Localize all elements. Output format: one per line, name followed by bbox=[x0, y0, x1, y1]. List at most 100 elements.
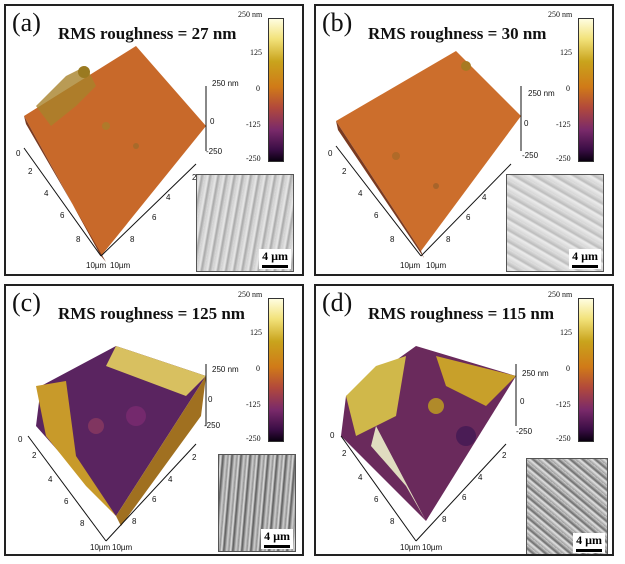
panel-label: (a) bbox=[12, 8, 41, 37]
afm-phase-inset: 4 µm bbox=[506, 174, 604, 272]
y-tick: 4 bbox=[166, 193, 171, 202]
afm-3d-surface: 250 nm 0 -250 0 2 4 6 8 10µm 2 4 6 8 10µ… bbox=[328, 51, 555, 270]
scale-bar-label: 4 µm bbox=[264, 529, 290, 543]
x-tick: 8 bbox=[390, 235, 395, 244]
scale-bar-label: 4 µm bbox=[262, 249, 288, 263]
x-tick: 10µm bbox=[90, 543, 111, 552]
colorbar-tick: 0 bbox=[566, 84, 570, 93]
y-tick: 8 bbox=[130, 235, 135, 244]
x-tick: 6 bbox=[374, 211, 379, 220]
colorbar-tick-min: -250 bbox=[556, 434, 571, 443]
z-axis-label: 250 nm bbox=[212, 365, 239, 374]
colorbar-tick: 125 bbox=[250, 328, 262, 337]
x-tick: 8 bbox=[80, 519, 85, 528]
colorbar-tick: 0 bbox=[566, 364, 570, 373]
y-tick: 2 bbox=[192, 173, 197, 182]
colorbar-tick: 0 bbox=[256, 364, 260, 373]
y-tick: 8 bbox=[132, 517, 137, 526]
x-tick: 10µm bbox=[400, 261, 421, 270]
y-tick: 8 bbox=[442, 515, 447, 524]
afm-3d-surface: 250 nm 0 -250 0 2 4 6 8 10µm 2 4 6 8 10µ… bbox=[330, 346, 549, 552]
x-tick: 8 bbox=[390, 517, 395, 526]
z-axis-neg: -250 bbox=[516, 427, 533, 436]
colorbar-tick: 0 bbox=[256, 84, 260, 93]
y-tick: 8 bbox=[446, 235, 451, 244]
scale-bar: 4 µm bbox=[573, 533, 605, 553]
y-tick: 4 bbox=[168, 475, 173, 484]
z-axis-zero: 0 bbox=[520, 397, 525, 406]
colorbar-tick: 125 bbox=[250, 48, 262, 57]
y-tick: 10µm bbox=[426, 261, 447, 270]
z-axis-label: 250 nm bbox=[522, 369, 549, 378]
y-tick: 2 bbox=[502, 451, 507, 460]
x-tick: 2 bbox=[28, 167, 33, 176]
x-tick: 0 bbox=[16, 149, 21, 158]
rms-roughness-label: RMS roughness = 125 nm bbox=[58, 304, 245, 323]
afm-phase-inset: 4 µm bbox=[526, 458, 608, 554]
height-colorbar bbox=[268, 18, 284, 162]
x-tick: 0 bbox=[328, 149, 333, 158]
rms-roughness-label: RMS roughness = 115 nm bbox=[368, 304, 555, 323]
x-tick: 2 bbox=[342, 167, 347, 176]
colorbar-tick-max: 250 nm bbox=[548, 290, 573, 299]
z-axis-label: 250 nm bbox=[528, 89, 555, 98]
panel-label: (d) bbox=[322, 288, 353, 317]
scale-bar-label: 4 µm bbox=[576, 533, 602, 547]
height-colorbar bbox=[268, 298, 284, 442]
height-colorbar bbox=[578, 298, 594, 442]
z-axis-neg: -250 bbox=[522, 151, 539, 160]
y-tick: 6 bbox=[152, 495, 157, 504]
scale-bar: 4 µm bbox=[569, 249, 601, 269]
afm-panel-c: (c) RMS roughness = 125 nm 250 nm 125 0 … bbox=[4, 284, 304, 556]
colorbar-tick: -125 bbox=[246, 400, 261, 409]
colorbar-tick: -125 bbox=[246, 120, 261, 129]
height-colorbar bbox=[578, 18, 594, 162]
z-axis-zero: 0 bbox=[210, 117, 215, 126]
x-tick: 8 bbox=[76, 235, 81, 244]
panel-label: (c) bbox=[12, 288, 41, 317]
scale-bar-label: 4 µm bbox=[572, 249, 598, 263]
x-tick: 0 bbox=[18, 435, 23, 444]
z-axis-label: 250 nm bbox=[212, 79, 239, 88]
x-tick: 6 bbox=[374, 495, 379, 504]
colorbar-tick: -125 bbox=[556, 120, 571, 129]
x-tick: 2 bbox=[342, 449, 347, 458]
x-tick: 6 bbox=[60, 211, 65, 220]
y-tick: 4 bbox=[482, 193, 487, 202]
scale-bar: 4 µm bbox=[259, 249, 291, 269]
z-axis-neg: -250 bbox=[206, 147, 223, 156]
x-tick: 4 bbox=[44, 189, 49, 198]
x-tick: 2 bbox=[32, 451, 37, 460]
x-tick: 4 bbox=[358, 473, 363, 482]
z-axis-zero: 0 bbox=[208, 395, 213, 404]
scale-bar: 4 µm bbox=[261, 529, 293, 549]
y-tick: 4 bbox=[478, 473, 483, 482]
afm-3d-surface: 250 nm 0 -250 0 2 4 6 8 10µm 2 4 6 8 10µ… bbox=[16, 46, 239, 270]
x-tick: 4 bbox=[358, 189, 363, 198]
y-tick: 10µm bbox=[110, 261, 131, 270]
colorbar-tick: 125 bbox=[560, 48, 572, 57]
x-tick: 10µm bbox=[400, 543, 421, 552]
colorbar-tick-max: 250 nm bbox=[238, 290, 263, 299]
z-axis-neg: -250 bbox=[204, 421, 221, 430]
x-tick: 10µm bbox=[86, 261, 107, 270]
z-axis-zero: 0 bbox=[524, 119, 529, 128]
rms-roughness-label: RMS roughness = 27 nm bbox=[58, 24, 237, 43]
afm-panel-a: (a) RMS roughness = 27 nm 250 nm 125 0 -… bbox=[4, 4, 304, 276]
rms-roughness-label: RMS roughness = 30 nm bbox=[368, 24, 547, 43]
colorbar-tick-max: 250 nm bbox=[548, 10, 573, 19]
afm-panel-d: (d) RMS roughness = 115 nm 250 nm 125 0 … bbox=[314, 284, 614, 556]
y-tick: 2 bbox=[192, 453, 197, 462]
colorbar-tick: -125 bbox=[556, 400, 571, 409]
x-tick: 4 bbox=[48, 475, 53, 484]
x-tick: 6 bbox=[64, 497, 69, 506]
y-tick: 6 bbox=[466, 213, 471, 222]
afm-panel-b: (b) RMS roughness = 30 nm 250 nm 125 0 -… bbox=[314, 4, 614, 276]
colorbar-tick-min: -250 bbox=[246, 434, 261, 443]
colorbar-tick: 125 bbox=[560, 328, 572, 337]
afm-3d-surface: 250 nm 0 -250 0 2 4 6 8 10µm 2 4 6 8 10µ… bbox=[18, 346, 239, 552]
x-tick: 0 bbox=[330, 431, 335, 440]
colorbar-tick-max: 250 nm bbox=[238, 10, 263, 19]
colorbar-tick-min: -250 bbox=[556, 154, 571, 163]
afm-phase-inset: 4 µm bbox=[218, 454, 296, 552]
